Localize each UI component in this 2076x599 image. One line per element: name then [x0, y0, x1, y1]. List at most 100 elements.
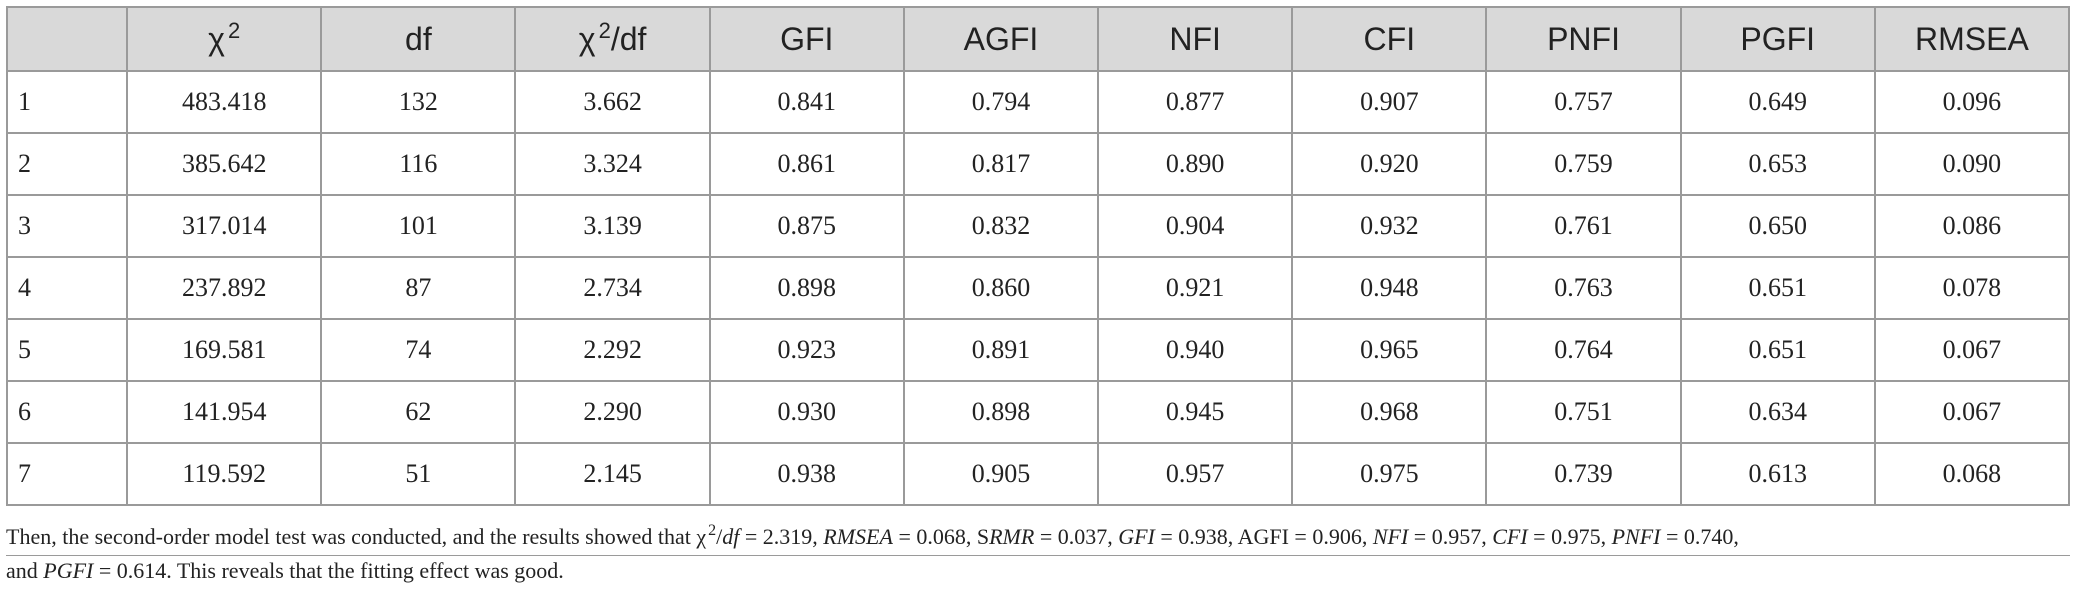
- table-cell: 483.418: [126, 70, 323, 134]
- table-cell: 0.891: [902, 318, 1100, 382]
- table-row: 3 317.014 101 3.139 0.875 0.832 0.904 0.932 0.76…: [5, 194, 2071, 258]
- note-text: = 0.938, AGFI = 0.906,: [1154, 524, 1373, 549]
- column-header-label: df: [405, 20, 432, 57]
- column-header-label: PNFI: [1547, 20, 1620, 57]
- table-cell: 0.905: [902, 442, 1100, 506]
- table-cell: 0.751: [1485, 380, 1682, 444]
- table-cell: 0.875: [708, 194, 905, 258]
- column-header-suffix: /df: [610, 20, 647, 57]
- table-cell: 2.145: [514, 442, 711, 506]
- column-header-label: NFI: [1169, 20, 1221, 57]
- column-header: AGFI: [902, 6, 1100, 72]
- table-row: 2 385.642 116 3.324 0.861 0.817 0.890 0.920 0.75…: [5, 132, 2071, 196]
- table-cell: 0.923: [708, 318, 905, 382]
- table-row: 1 483.418 132 3.662 0.841 0.794 0.877 0.907 0.75…: [5, 70, 2071, 134]
- table-cell: 0.634: [1679, 380, 1876, 444]
- table-cell: 0.651: [1679, 318, 1876, 382]
- note-text: = 0.975,: [1527, 524, 1612, 549]
- fit-indices-table: χ 2 df χ 2/df GFI AGFI NFI CFI PNFI PGFI RMSEA 1 483…: [5, 6, 2071, 506]
- table-header-row: χ 2 df χ 2/df GFI AGFI NFI CFI PNFI PGFI RMSEA: [5, 6, 2071, 72]
- table-cell: 0.067: [1873, 380, 2071, 444]
- note-text: = 0.037,: [1034, 524, 1119, 549]
- table-cell: 385.642: [126, 132, 323, 196]
- note-gfi-label: GFI: [1118, 524, 1155, 549]
- fit-indices-table-container: χ 2 df χ 2/df GFI AGFI NFI CFI PNFI PGFI RMSEA 1 483…: [5, 6, 2071, 506]
- table-cell: 0.739: [1485, 442, 1682, 506]
- table-cell: 0.757: [1485, 70, 1682, 134]
- column-header-superscript: 2: [227, 17, 241, 43]
- table-cell: 0.759: [1485, 132, 1682, 196]
- table-row: 5 169.581 74 2.292 0.923 0.891 0.940 0.965 0.764…: [5, 318, 2071, 382]
- table-cell: 0.763: [1485, 256, 1682, 320]
- table-cell: 0.794: [902, 70, 1100, 134]
- table-cell: 2.292: [514, 318, 711, 382]
- column-header: RMSEA: [1873, 6, 2071, 72]
- note-cfi-label: CFI: [1492, 524, 1528, 549]
- note-text: Then, the second-order model test was co…: [6, 524, 707, 549]
- table-cell: 0.938: [708, 442, 905, 506]
- table-cell: 0.975: [1291, 442, 1488, 506]
- row-label-cell: 1: [5, 70, 129, 134]
- table-cell: 0.930: [708, 380, 905, 444]
- note-text: = 0.957,: [1408, 524, 1493, 549]
- table-cell: 0.068: [1873, 442, 2071, 506]
- table-cell: 0.957: [1097, 442, 1294, 506]
- column-header-label: GFI: [780, 20, 834, 57]
- table-cell: 132: [320, 70, 517, 134]
- table-cell: 0.761: [1485, 194, 1682, 258]
- table-row: 4 237.892 87 2.734 0.898 0.860 0.921 0.948 0.763…: [5, 256, 2071, 320]
- note-text: = 0.614. This reveals that the fitting e…: [93, 558, 564, 583]
- note-superscript: 2: [708, 522, 717, 539]
- note-text: = 0.740,: [1660, 524, 1739, 549]
- row-label-cell: 5: [5, 318, 129, 382]
- table-cell: 0.086: [1873, 194, 2071, 258]
- results-note: Then, the second-order model test was co…: [6, 522, 2070, 586]
- table-cell: 0.067: [1873, 318, 2071, 382]
- column-header-label: RMSEA: [1915, 20, 2029, 57]
- table-cell: 0.764: [1485, 318, 1682, 382]
- note-line-2: and PGFI = 0.614. This reveals that the …: [6, 555, 2070, 586]
- table-cell: 0.649: [1679, 70, 1876, 134]
- column-header: χ 2/df: [514, 6, 711, 72]
- table-cell: 0.877: [1097, 70, 1294, 134]
- table-cell: 119.592: [126, 442, 323, 506]
- column-header-label: χ: [208, 20, 225, 57]
- table-cell: 0.653: [1679, 132, 1876, 196]
- note-text: /: [716, 524, 723, 549]
- table-cell: 0.613: [1679, 442, 1876, 506]
- table-cell: 2.290: [514, 380, 711, 444]
- table-body: 1 483.418 132 3.662 0.841 0.794 0.877 0.907 0.75…: [5, 70, 2071, 506]
- table-cell: 0.090: [1873, 132, 2071, 196]
- table-cell: 51: [320, 442, 517, 506]
- table-cell: 0.817: [902, 132, 1100, 196]
- column-header-label: PGFI: [1740, 20, 1816, 57]
- row-label-cell: 4: [5, 256, 129, 320]
- table-cell: 101: [320, 194, 517, 258]
- note-pgfi-label: PGFI: [43, 558, 94, 583]
- column-header: CFI: [1291, 6, 1488, 72]
- column-header: NFI: [1097, 6, 1294, 72]
- note-rmsea-label: RMSEA: [823, 524, 893, 549]
- corner-header-cell: [5, 6, 129, 72]
- note-df-label: df: [722, 524, 740, 549]
- table-cell: 0.898: [902, 380, 1100, 444]
- table-cell: 0.904: [1097, 194, 1294, 258]
- note-text: = 2.319,: [739, 524, 824, 549]
- table-cell: 0.965: [1291, 318, 1488, 382]
- note-pnfi-label: PNFI: [1611, 524, 1661, 549]
- column-header-superscript: 2: [598, 17, 611, 43]
- table-cell: 3.662: [514, 70, 711, 134]
- table-cell: 0.940: [1097, 318, 1294, 382]
- table-cell: 237.892: [126, 256, 323, 320]
- table-cell: 0.651: [1679, 256, 1876, 320]
- table-cell: 0.945: [1097, 380, 1294, 444]
- column-header: df: [320, 6, 517, 72]
- row-label-cell: 3: [5, 194, 129, 258]
- table-cell: 0.890: [1097, 132, 1294, 196]
- table-cell: 74: [320, 318, 517, 382]
- row-label-cell: 6: [5, 380, 129, 444]
- table-cell: 169.581: [126, 318, 323, 382]
- column-header-label: AGFI: [963, 20, 1039, 57]
- table-cell: 3.324: [514, 132, 711, 196]
